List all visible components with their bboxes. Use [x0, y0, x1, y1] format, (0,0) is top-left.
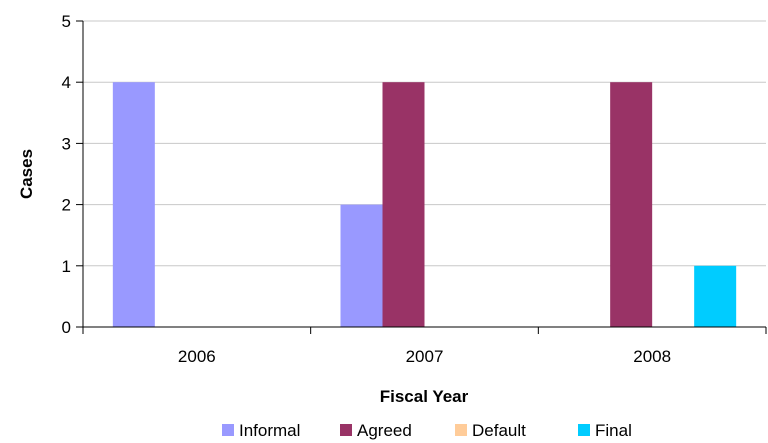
y-tick-label: 3	[62, 134, 71, 153]
x-tick-labels: 2006 2007 2008	[178, 347, 671, 366]
y-tick-label: 4	[62, 73, 71, 92]
x-tick-label: 2007	[406, 347, 444, 366]
bars	[112, 82, 737, 327]
x-tick-label: 2006	[178, 347, 216, 366]
y-tick-label: 5	[62, 12, 71, 31]
legend-swatch-default	[455, 424, 467, 436]
x-tick-label: 2008	[633, 347, 671, 366]
legend-label-informal: Informal	[239, 421, 300, 440]
legend-swatch-final	[578, 424, 590, 436]
y-tick-labels: 0 1 2 3 4 5	[62, 12, 71, 337]
y-tick-label: 1	[62, 257, 71, 276]
bar-agreed-2007	[382, 82, 425, 327]
x-axis-title: Fiscal Year	[380, 387, 469, 406]
legend-swatch-agreed	[340, 424, 352, 436]
y-axis-title: Cases	[17, 149, 36, 199]
bar-informal-2007	[340, 204, 383, 327]
y-tick-label: 0	[62, 318, 71, 337]
legend-label-agreed: Agreed	[357, 421, 412, 440]
legend-swatch-informal	[222, 424, 234, 436]
legend: Informal Agreed Default Final	[222, 421, 632, 440]
bar-final-2008	[694, 265, 737, 327]
axes	[76, 20, 767, 334]
bar-informal-2006	[112, 82, 155, 327]
legend-label-default: Default	[472, 421, 526, 440]
y-tick-label: 2	[62, 196, 71, 215]
bar-agreed-2008	[610, 82, 653, 327]
legend-label-final: Final	[595, 421, 632, 440]
